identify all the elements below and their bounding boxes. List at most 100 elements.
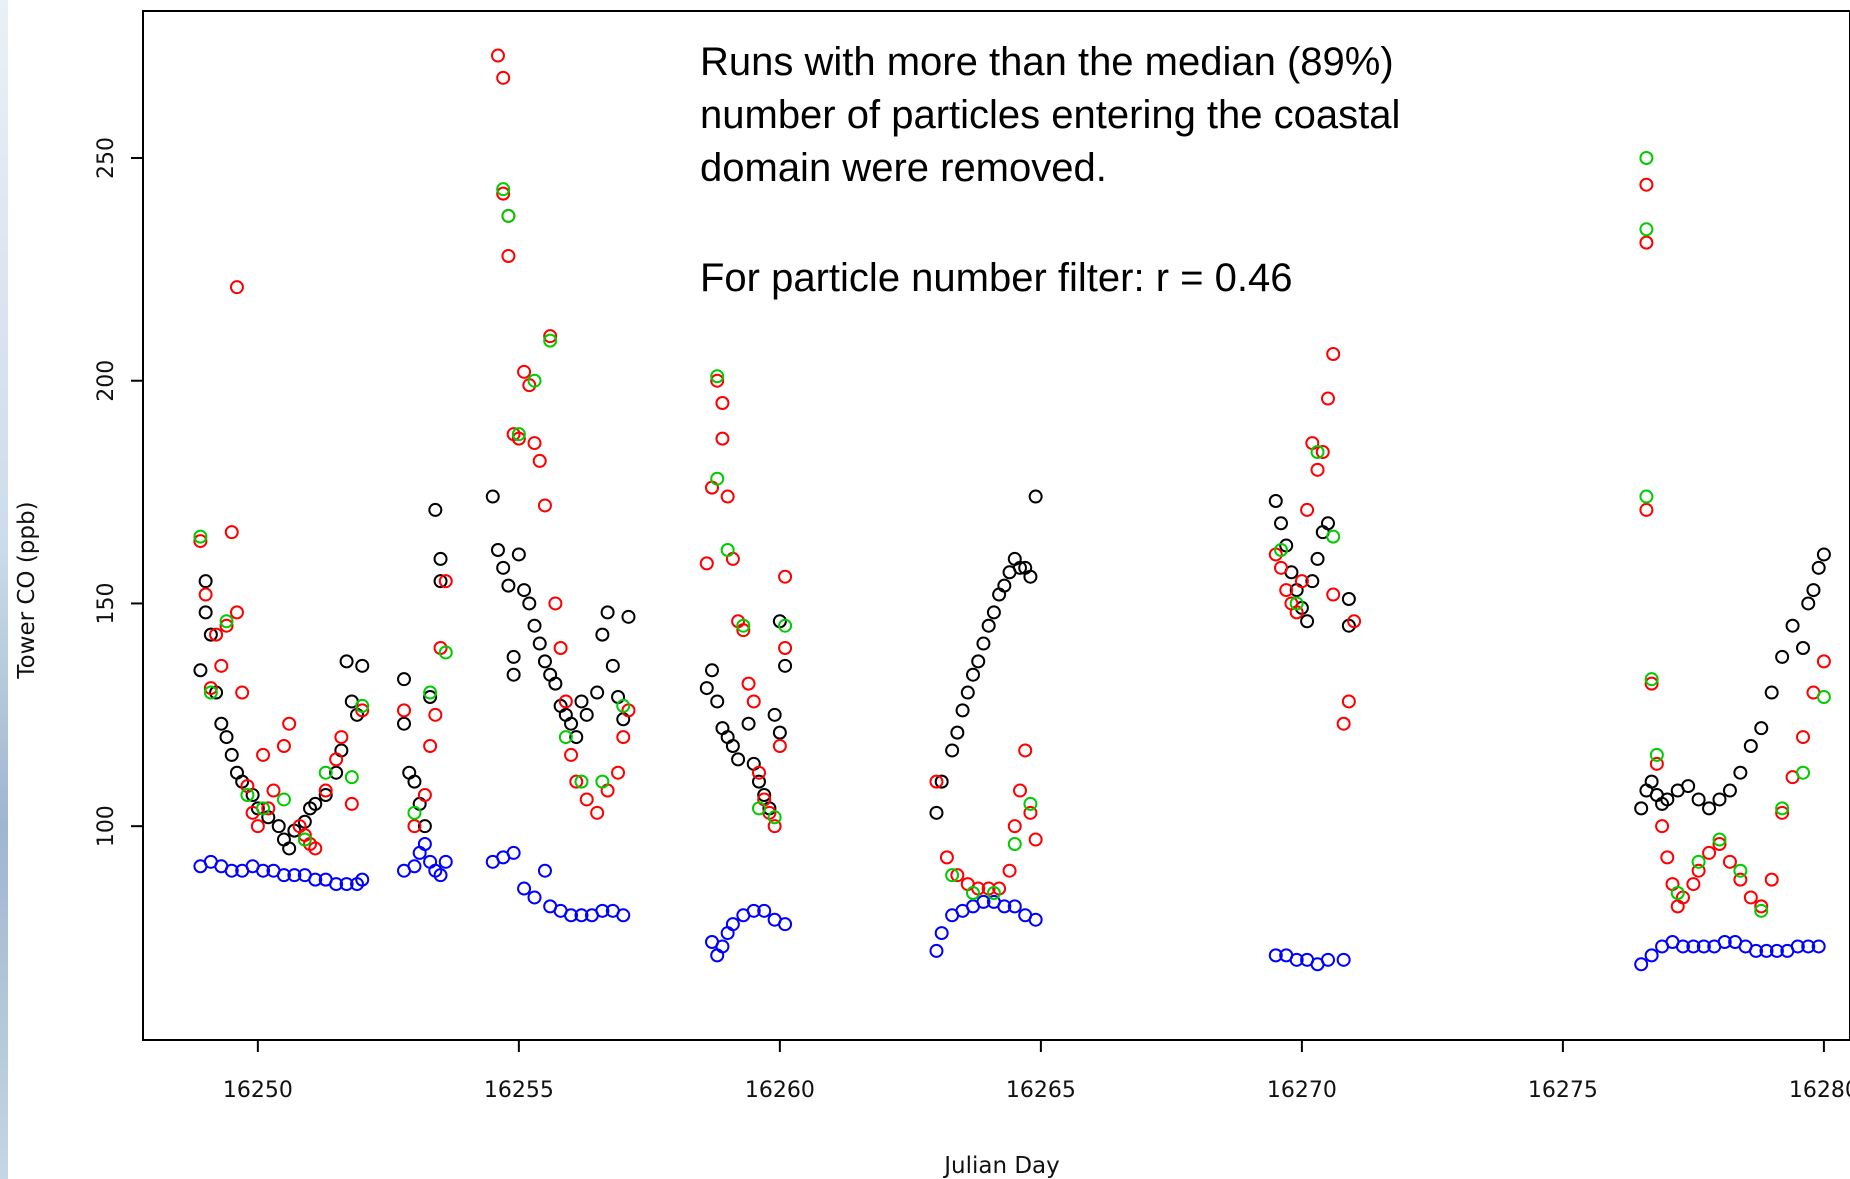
- annotation-line-4: For particle number filter: r = 0.46: [700, 256, 1292, 300]
- data-point: [527, 373, 542, 388]
- data-point: [1326, 347, 1341, 361]
- data-point: [224, 525, 239, 540]
- data-point: [490, 48, 505, 63]
- data-point: [736, 618, 751, 633]
- data-point: [945, 868, 960, 883]
- data-point: [537, 654, 552, 669]
- data-point: [485, 489, 500, 504]
- data-point: [308, 872, 323, 887]
- data-point: [428, 707, 443, 722]
- data-point: [1634, 957, 1649, 972]
- x-tick-label: 16275: [1528, 1078, 1598, 1103]
- data-point: [1806, 583, 1821, 598]
- data-point: [344, 770, 359, 785]
- data-point: [1649, 756, 1664, 771]
- data-point: [574, 694, 589, 709]
- data-point: [276, 739, 291, 753]
- data-point: [1023, 805, 1038, 820]
- data-point: [397, 703, 412, 718]
- data-point: [600, 605, 615, 620]
- data-point: [355, 872, 370, 887]
- data-point: [407, 774, 422, 789]
- y-tick-label: 100: [94, 805, 119, 847]
- data-point: [193, 534, 208, 549]
- data-point: [423, 690, 438, 704]
- data-point: [229, 605, 244, 620]
- data-point: [1722, 854, 1737, 869]
- data-point: [1644, 774, 1659, 789]
- data-point: [616, 712, 631, 727]
- data-point: [214, 658, 229, 673]
- data-point: [1268, 494, 1283, 508]
- data-point: [569, 774, 584, 789]
- data-point: [1315, 445, 1330, 459]
- data-point: [297, 832, 312, 847]
- data-point: [699, 556, 714, 571]
- data-point: [1764, 872, 1779, 887]
- data-point: [950, 868, 965, 883]
- data-point: [1775, 801, 1790, 816]
- data-point: [1686, 939, 1701, 954]
- annotation-line-3: domain were removed.: [700, 146, 1107, 190]
- data-point: [595, 774, 610, 789]
- data-point: [339, 877, 354, 892]
- data-point: [966, 886, 981, 900]
- data-point: [438, 645, 453, 660]
- data-point: [537, 863, 552, 878]
- data-point: [1759, 943, 1774, 958]
- data-point: [1785, 618, 1800, 633]
- data-point: [1336, 716, 1351, 731]
- data-point: [1012, 783, 1027, 798]
- data-point: [240, 788, 255, 802]
- data-point: [1655, 819, 1670, 834]
- data-point: [1007, 837, 1022, 851]
- data-point: [1764, 685, 1779, 700]
- data-point: [402, 765, 417, 780]
- data-point: [1310, 462, 1325, 477]
- data-point: [261, 801, 276, 816]
- data-point: [1320, 391, 1335, 406]
- data-point: [1733, 765, 1748, 780]
- data-point: [203, 685, 218, 700]
- data-point: [1749, 943, 1764, 958]
- data-point: [423, 739, 438, 753]
- series-filtered: [193, 151, 1831, 918]
- data-point: [219, 618, 234, 633]
- data-point: [715, 431, 730, 446]
- data-point: [1012, 560, 1027, 575]
- data-point: [715, 939, 730, 954]
- data-point: [725, 551, 740, 566]
- data-point: [767, 707, 782, 722]
- data-point: [1320, 516, 1335, 531]
- data-point: [715, 396, 730, 410]
- data-point: [1028, 832, 1043, 847]
- data-point: [699, 681, 714, 696]
- data-point: [501, 208, 516, 223]
- data-point: [616, 698, 631, 713]
- data-point: [731, 752, 746, 767]
- data-point: [579, 792, 594, 807]
- data-point: [976, 636, 991, 651]
- data-point: [966, 667, 981, 682]
- data-point: [945, 743, 960, 758]
- data-point: [282, 716, 297, 731]
- data-point: [1665, 877, 1680, 892]
- data-point: [276, 868, 291, 883]
- data-point: [412, 845, 427, 860]
- data-point: [240, 779, 255, 794]
- data-point: [992, 587, 1007, 602]
- data-point: [746, 694, 761, 709]
- data-point: [276, 792, 291, 807]
- data-point: [407, 859, 422, 874]
- data-point: [496, 182, 511, 197]
- data-point: [517, 583, 532, 598]
- data-point: [595, 627, 610, 642]
- data-point: [506, 649, 521, 664]
- data-point: [720, 730, 735, 745]
- data-point: [329, 765, 344, 780]
- data-point: [198, 574, 213, 589]
- data-point: [543, 333, 558, 348]
- data-point: [971, 654, 986, 669]
- data-point: [1686, 877, 1701, 892]
- data-point: [276, 832, 291, 847]
